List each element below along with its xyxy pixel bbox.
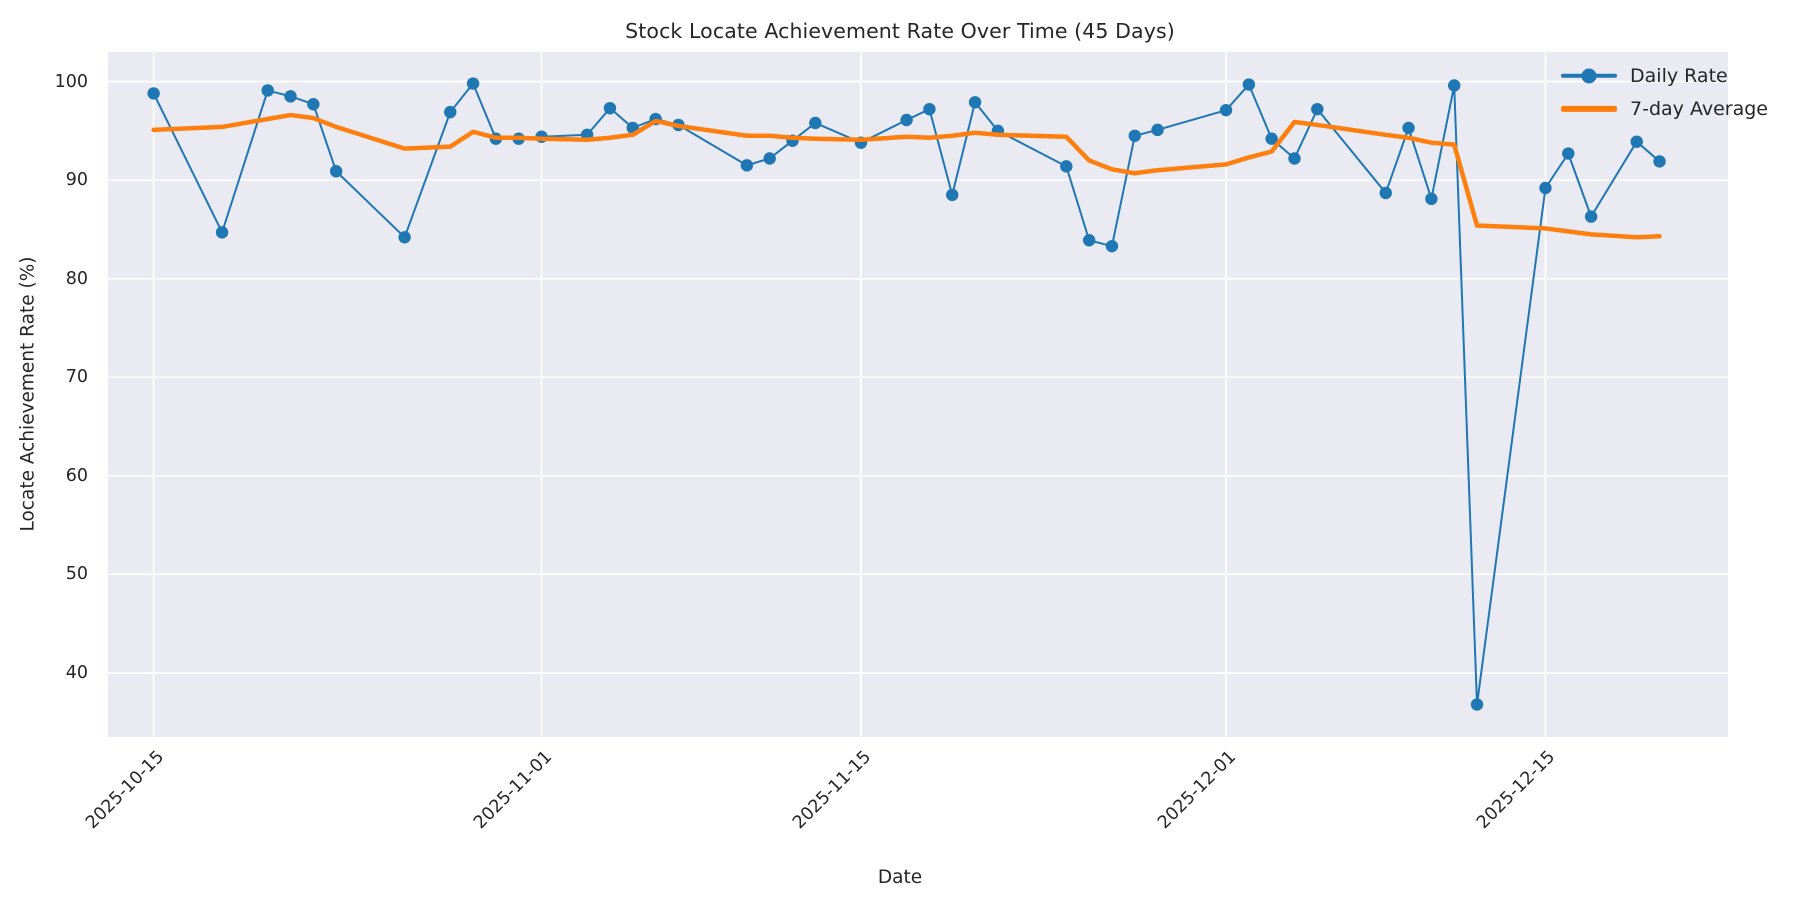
data-point-marker <box>147 87 160 100</box>
data-point-marker <box>1060 160 1073 173</box>
data-point-marker <box>1151 123 1164 137</box>
data-point-marker <box>1402 121 1415 135</box>
data-point-marker <box>1562 147 1575 160</box>
data-point-marker <box>284 90 297 103</box>
legend-swatch-icon <box>1561 99 1618 119</box>
legend-item-daily-rate[interactable]: Daily Rate <box>1561 64 1768 88</box>
data-point-marker <box>1630 135 1643 148</box>
data-point-marker <box>215 226 229 239</box>
data-point-marker <box>900 113 913 127</box>
y-tick-label: 50 <box>65 564 88 585</box>
legend-label: 7-day Average <box>1630 98 1768 120</box>
y-tick-label: 40 <box>65 662 88 683</box>
data-point-marker <box>329 165 343 178</box>
legend-item-7-day-average[interactable]: 7-day Average <box>1561 97 1768 121</box>
data-point-marker <box>1584 210 1598 223</box>
data-point-marker <box>1539 181 1552 195</box>
data-point-marker <box>946 188 959 202</box>
y-tick-label: 80 <box>65 268 88 289</box>
chart-legend: Daily Rate 7-day Average <box>1551 58 1778 129</box>
y-tick-label: 70 <box>65 367 88 388</box>
data-point-marker <box>1242 78 1256 91</box>
data-series-layer <box>147 77 1666 711</box>
data-point-marker <box>968 96 982 109</box>
series-line-daily-rate <box>152 82 1661 706</box>
y-axis-label: Locate Achievement Rate (%) <box>17 256 39 532</box>
data-point-marker <box>466 77 480 90</box>
data-point-marker <box>1379 186 1392 200</box>
legend-swatch-icon <box>1561 66 1618 86</box>
data-point-marker <box>763 152 776 165</box>
y-tick-label: 90 <box>65 170 88 191</box>
data-point-marker <box>809 116 822 130</box>
chart-title: Stock Locate Achievement Rate Over Time … <box>625 19 1175 43</box>
data-point-marker <box>1265 132 1278 145</box>
data-point-marker <box>1653 155 1666 168</box>
y-tick-label: 100 <box>54 71 88 92</box>
data-point-marker <box>1105 239 1119 253</box>
data-point-marker <box>740 159 754 172</box>
data-point-marker <box>1425 192 1438 206</box>
data-point-marker <box>398 231 411 244</box>
data-point-marker <box>1082 234 1096 247</box>
data-point-marker <box>603 101 617 115</box>
data-point-marker <box>307 98 320 111</box>
y-tick-label: 60 <box>65 465 88 486</box>
legend-label: Daily Rate <box>1630 65 1728 87</box>
plot-area <box>108 52 1728 737</box>
data-point-marker <box>923 102 936 116</box>
data-point-marker <box>1311 102 1324 116</box>
data-point-marker <box>1470 698 1484 711</box>
data-point-marker <box>1128 129 1141 142</box>
series-line-7-day-average <box>151 112 1662 240</box>
data-point-marker <box>261 84 274 97</box>
data-point-marker <box>1219 103 1233 117</box>
data-point-marker <box>444 105 457 119</box>
data-point-marker <box>1448 79 1461 92</box>
data-point-marker <box>1288 152 1301 165</box>
x-axis-label: Date <box>877 867 923 888</box>
